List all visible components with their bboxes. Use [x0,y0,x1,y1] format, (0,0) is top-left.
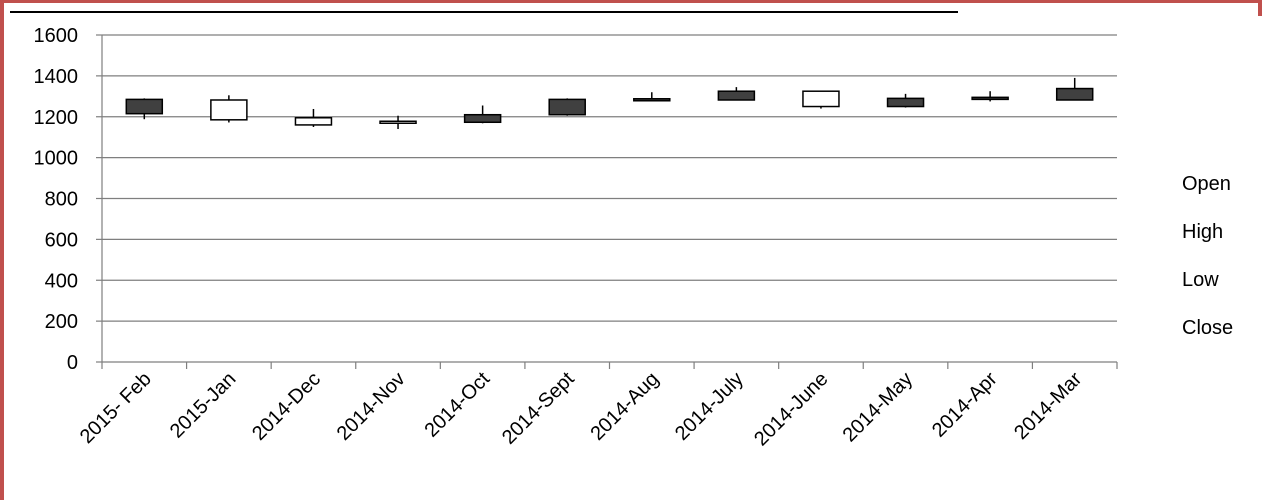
axes [96,34,1118,369]
y-axis-tick-label: 1400 [34,66,79,88]
candle-body-down [463,113,502,124]
page-frame-top-border [0,0,1262,3]
candle [971,91,1009,102]
candle [294,108,333,127]
candle [548,98,586,116]
x-axis-tick-label: 2014-Sept [498,368,579,449]
legend-item-low: Low [1182,269,1219,291]
candle [379,115,417,130]
candle-body-down [886,97,925,108]
y-axis-tick-labels: 0 200 400 600 800 1000 1200 1400 1600 [34,25,79,374]
candle [125,98,164,120]
candles [125,77,1094,130]
legend-item-high: High [1182,221,1223,243]
y-axis-tick-label: 1600 [34,25,79,47]
gridlines [102,34,1117,322]
y-axis-tick-label: 0 [67,352,78,374]
x-axis-tick-label: 2014-May [839,368,917,446]
candle-body-up [210,99,248,121]
x-axis-tick-label: 2014-Nov [333,368,410,445]
x-axis-tick-labels: 2015- Feb 2015-Jan 2014-Dec 2014-Nov 2014-Oc… [76,368,1087,451]
candle [802,90,840,109]
candle-body-down [717,90,756,101]
x-axis-tick-label: 2015-Jan [166,368,241,443]
candle-body-down [548,98,586,116]
candle-body-up [802,90,840,108]
legend-item-open: Open [1182,173,1231,195]
candle [886,93,925,108]
y-axis-tick-label: 200 [45,311,78,333]
y-axis-tick-label: 600 [45,229,78,251]
x-axis-tick-label: 2015- Feb [76,368,156,448]
y-axis-tick-label: 1000 [34,148,79,170]
candle [633,92,671,102]
legend: Open High Low Close [1182,173,1233,339]
x-axis-tick-label: 2014-Dec [248,368,325,445]
x-axis-tick-label: 2014-Apr [928,368,1002,442]
y-axis-tick-label: 1200 [34,107,79,129]
candle [717,87,756,101]
candle-body-up [294,117,333,126]
x-axis-tick-label: 2014-July [671,368,748,445]
candle [463,105,502,124]
candle [1055,77,1094,101]
candle-body-down [971,96,1009,101]
page-frame-left-border [0,0,4,500]
candle-body-down [1055,87,1094,101]
x-axis-tick-label: 2014-Mar [1010,368,1086,444]
page-frame-right-border [1258,0,1262,16]
x-axis-tick-label: 2014-Aug [586,368,663,445]
candle-body-down [633,98,671,102]
candle-body-up [379,120,417,124]
y-axis-tick-label: 800 [45,189,78,211]
y-axis-tick-label: 400 [45,270,78,292]
x-axis-tick-label: 2014-June [750,368,832,450]
candle [210,95,248,123]
legend-item-close: Close [1182,317,1233,339]
candle-body-down [125,98,164,115]
x-axis-tick-label: 2014-Oct [420,368,494,442]
header-underline [10,11,958,13]
